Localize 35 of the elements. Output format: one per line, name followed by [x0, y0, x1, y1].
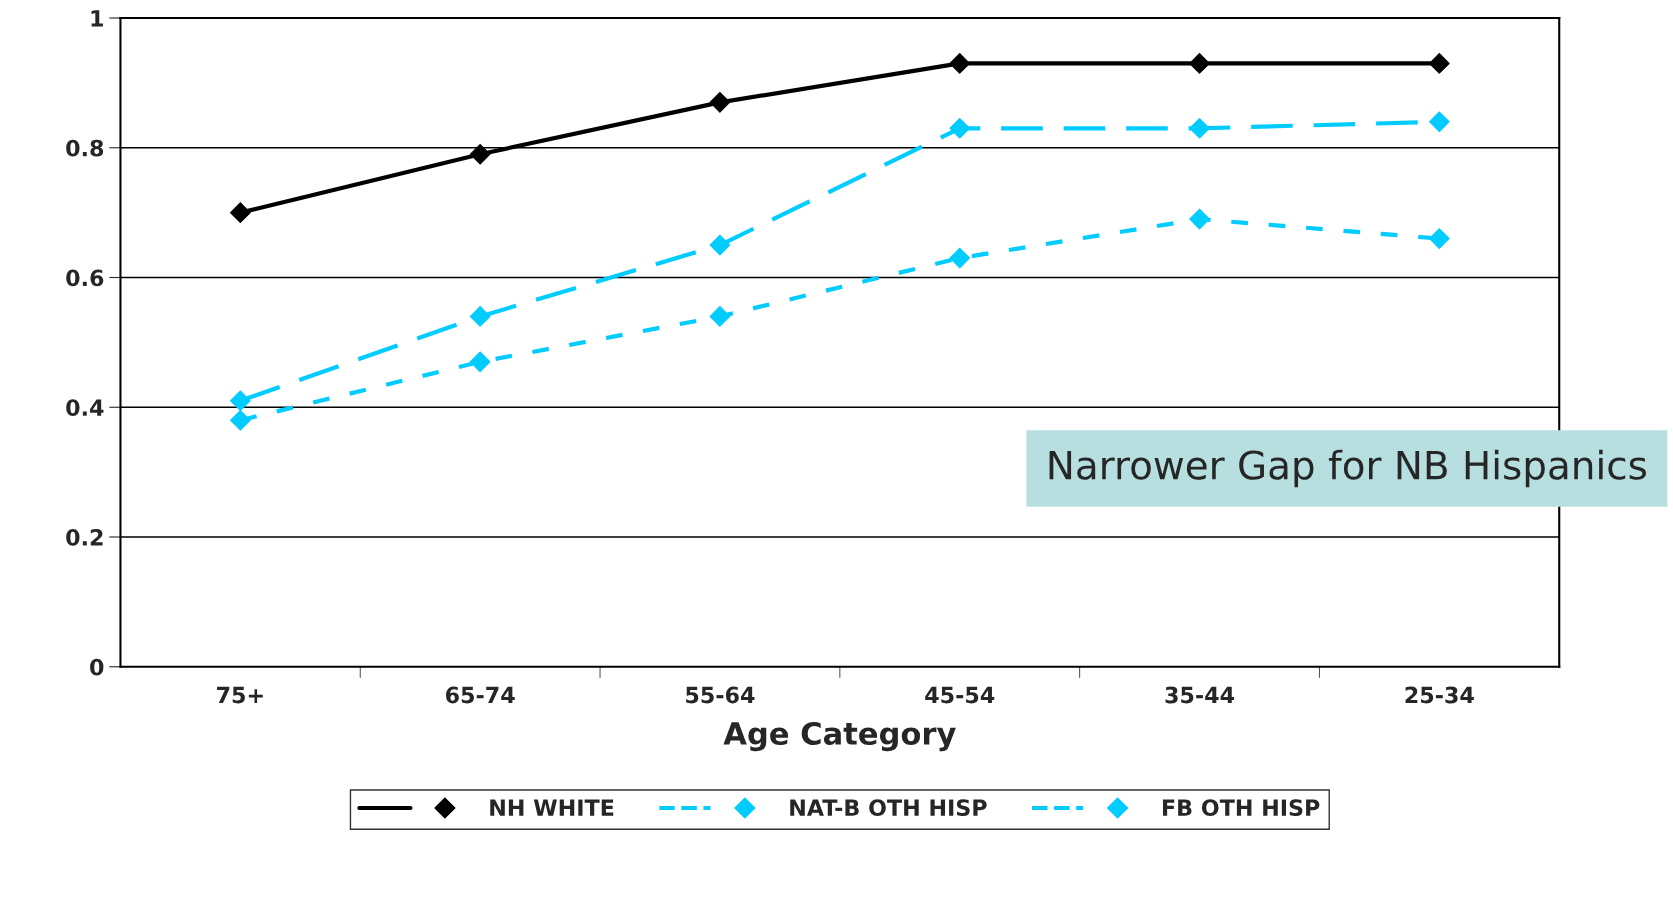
point [469, 143, 491, 165]
point [709, 234, 731, 256]
x-tick-label: 25-34 [1405, 686, 1474, 704]
point [230, 409, 251, 431]
annotation: Narrower Gap for NB Hispanics [1049, 449, 1647, 488]
point [949, 53, 971, 74]
y-tick-label: 0.2 [66, 528, 103, 546]
point [469, 351, 491, 373]
point [1428, 111, 1450, 133]
y-tick-label: 0.8 [66, 139, 104, 157]
y-tick-label: 0 [90, 658, 104, 676]
point [230, 202, 251, 223]
x-tick-label: 55-64 [686, 686, 755, 704]
legend-label: FB OTH HISP [1162, 799, 1320, 817]
legend-label: NH WHITE [490, 799, 614, 816]
point [1428, 53, 1450, 74]
point [1189, 53, 1210, 74]
x-tick-label: 35-44 [1165, 686, 1235, 704]
point [949, 117, 971, 139]
point [949, 247, 971, 269]
point [1189, 208, 1210, 230]
point [709, 306, 731, 327]
point [230, 390, 251, 412]
point [1189, 117, 1210, 139]
x-tick-label: 75+ [217, 686, 263, 704]
legend-label: NAT-B OTH HISP [790, 799, 987, 817]
y-tick-label: 0.4 [66, 399, 104, 417]
point [1428, 228, 1450, 249]
x-tick-label: 65-74 [445, 686, 515, 704]
x-tick-label: 45-54 [925, 686, 995, 704]
point [469, 306, 491, 327]
point [709, 92, 731, 113]
y-tick-label: 1 [91, 10, 103, 27]
x-axis-title: Age Category [723, 721, 956, 752]
y-tick-label: 0.6 [66, 269, 104, 287]
